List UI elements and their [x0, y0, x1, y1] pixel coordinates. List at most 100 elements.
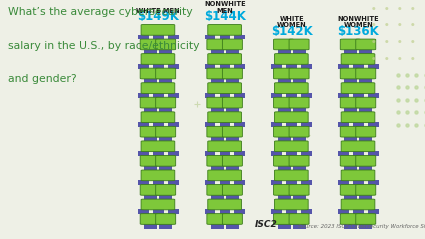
Bar: [205, 93, 215, 98]
FancyBboxPatch shape: [222, 185, 242, 195]
Bar: [286, 64, 297, 69]
FancyBboxPatch shape: [274, 126, 294, 137]
Bar: [359, 195, 372, 200]
FancyBboxPatch shape: [356, 214, 376, 224]
Bar: [338, 180, 349, 185]
FancyBboxPatch shape: [140, 126, 160, 137]
FancyBboxPatch shape: [156, 126, 176, 137]
FancyBboxPatch shape: [156, 68, 176, 79]
Bar: [220, 209, 230, 214]
Bar: [220, 93, 230, 98]
FancyBboxPatch shape: [141, 141, 175, 152]
FancyBboxPatch shape: [222, 68, 242, 79]
Bar: [271, 122, 282, 127]
FancyBboxPatch shape: [207, 185, 227, 195]
FancyBboxPatch shape: [356, 39, 376, 50]
Bar: [168, 151, 178, 156]
FancyBboxPatch shape: [289, 39, 309, 50]
FancyBboxPatch shape: [208, 199, 241, 210]
Bar: [226, 78, 239, 83]
Bar: [220, 151, 230, 156]
FancyBboxPatch shape: [275, 54, 308, 64]
Text: ISC2: ISC2: [255, 220, 278, 229]
Bar: [292, 78, 306, 83]
FancyBboxPatch shape: [156, 214, 176, 224]
Bar: [353, 180, 364, 185]
FancyBboxPatch shape: [140, 185, 160, 195]
Text: Source: 2023 ISC2 Cybersecurity Workforce Study.: Source: 2023 ISC2 Cybersecurity Workforc…: [298, 224, 425, 229]
Bar: [168, 93, 178, 98]
Bar: [138, 64, 149, 69]
Text: ●: ●: [372, 6, 376, 11]
Text: ●: ●: [372, 57, 376, 61]
Bar: [359, 49, 372, 54]
FancyBboxPatch shape: [140, 214, 160, 224]
FancyBboxPatch shape: [275, 141, 308, 152]
Text: $136K: $136K: [337, 25, 379, 38]
Bar: [301, 64, 312, 69]
Bar: [359, 137, 372, 141]
FancyBboxPatch shape: [275, 199, 308, 210]
Bar: [368, 151, 379, 156]
Bar: [144, 224, 157, 229]
FancyBboxPatch shape: [207, 126, 227, 137]
FancyBboxPatch shape: [207, 214, 227, 224]
Bar: [278, 166, 291, 170]
FancyBboxPatch shape: [356, 97, 376, 108]
Bar: [278, 224, 291, 229]
Bar: [226, 195, 239, 200]
Bar: [211, 195, 224, 200]
FancyBboxPatch shape: [340, 68, 360, 79]
FancyBboxPatch shape: [340, 155, 360, 166]
FancyBboxPatch shape: [356, 126, 376, 137]
Text: ●: ●: [398, 23, 401, 27]
Bar: [271, 64, 282, 69]
Bar: [368, 122, 379, 127]
Bar: [278, 137, 291, 141]
Bar: [226, 49, 239, 54]
Bar: [292, 49, 306, 54]
Bar: [271, 151, 282, 156]
Bar: [211, 78, 224, 83]
FancyBboxPatch shape: [141, 199, 175, 210]
FancyBboxPatch shape: [156, 155, 176, 166]
Text: and gender?: and gender?: [8, 74, 77, 84]
Bar: [338, 93, 349, 98]
FancyBboxPatch shape: [156, 97, 176, 108]
Text: ●: ●: [411, 40, 414, 44]
FancyBboxPatch shape: [274, 185, 294, 195]
FancyBboxPatch shape: [289, 126, 309, 137]
FancyBboxPatch shape: [289, 155, 309, 166]
Bar: [235, 209, 245, 214]
Bar: [344, 78, 357, 83]
FancyBboxPatch shape: [341, 141, 375, 152]
Bar: [286, 122, 297, 127]
Bar: [338, 122, 349, 127]
FancyBboxPatch shape: [207, 155, 227, 166]
Text: WHITE MEN: WHITE MEN: [136, 7, 180, 14]
Bar: [286, 93, 297, 98]
Bar: [168, 35, 178, 39]
FancyBboxPatch shape: [208, 141, 241, 152]
Text: ●: ●: [385, 23, 388, 27]
FancyBboxPatch shape: [356, 185, 376, 195]
Bar: [278, 78, 291, 83]
Bar: [271, 209, 282, 214]
Bar: [353, 64, 364, 69]
Bar: [159, 166, 172, 170]
Bar: [286, 180, 297, 185]
FancyBboxPatch shape: [208, 25, 241, 35]
Bar: [359, 166, 372, 170]
Bar: [205, 209, 215, 214]
Bar: [138, 180, 149, 185]
FancyBboxPatch shape: [289, 97, 309, 108]
Bar: [168, 180, 178, 185]
Bar: [338, 64, 349, 69]
Bar: [153, 122, 164, 127]
Bar: [278, 49, 291, 54]
Bar: [344, 224, 357, 229]
Bar: [159, 224, 172, 229]
Bar: [159, 108, 172, 112]
Bar: [211, 137, 224, 141]
FancyBboxPatch shape: [341, 54, 375, 64]
